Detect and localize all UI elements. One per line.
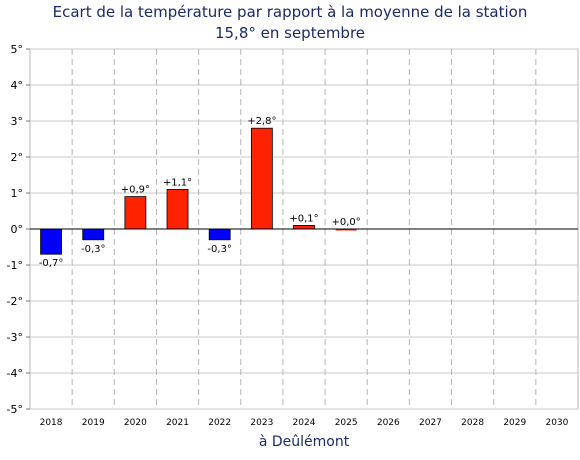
bar — [166, 188, 189, 230]
x-tick-label: 2025 — [335, 418, 358, 428]
y-tick-label: 3° — [11, 115, 24, 128]
chart-title-line1: Ecart de la température par rapport à la… — [52, 3, 528, 21]
chart-title-line2: 15,8° en septembre — [214, 24, 366, 42]
y-tick-label: -1° — [7, 259, 23, 272]
data-label: +0,1° — [289, 213, 318, 224]
y-tick-label: -3° — [7, 331, 23, 344]
y-tick-label: -4° — [7, 367, 23, 380]
x-axis-label: à Deûlémont — [258, 434, 350, 450]
y-tick-label: 5° — [11, 43, 24, 56]
bar — [250, 127, 273, 230]
bar — [124, 196, 147, 230]
data-label: +2,8° — [247, 116, 276, 127]
y-tick-label: 0° — [11, 223, 24, 236]
y-tick-label: 2° — [11, 151, 24, 164]
x-tick-label: 2029 — [503, 418, 526, 428]
x-tick-label: 2030 — [545, 418, 568, 428]
bar — [82, 228, 105, 241]
y-tick-label: 1° — [11, 187, 24, 200]
y-tick-label: -5° — [7, 403, 23, 416]
data-label: +0,9° — [121, 185, 150, 196]
x-tick-label: 2021 — [166, 418, 189, 428]
x-tick-label: 2024 — [293, 418, 316, 428]
x-tick-label: 2022 — [208, 418, 231, 428]
x-tick-label: 2020 — [124, 418, 147, 428]
y-tick-label: 4° — [11, 79, 24, 92]
bar — [208, 228, 231, 241]
bar — [293, 224, 315, 230]
bar — [40, 228, 62, 255]
x-tick-label: 2028 — [461, 418, 484, 428]
y-tick-label: -2° — [7, 295, 23, 308]
x-tick-label: 2027 — [419, 418, 442, 428]
data-label: +0,0° — [332, 217, 361, 228]
x-tick-label: 2018 — [40, 418, 63, 428]
data-label: -0,3° — [207, 244, 232, 255]
data-label: +1,1° — [163, 177, 192, 188]
bar — [335, 229, 357, 231]
x-tick-label: 2023 — [250, 418, 273, 428]
data-label: -0,3° — [81, 244, 106, 255]
data-label: -0,7° — [39, 258, 64, 269]
x-tick-label: 2019 — [82, 418, 105, 428]
chart-title: Ecart de la température par rapport à la… — [0, 2, 580, 44]
x-tick-label: 2026 — [377, 418, 400, 428]
